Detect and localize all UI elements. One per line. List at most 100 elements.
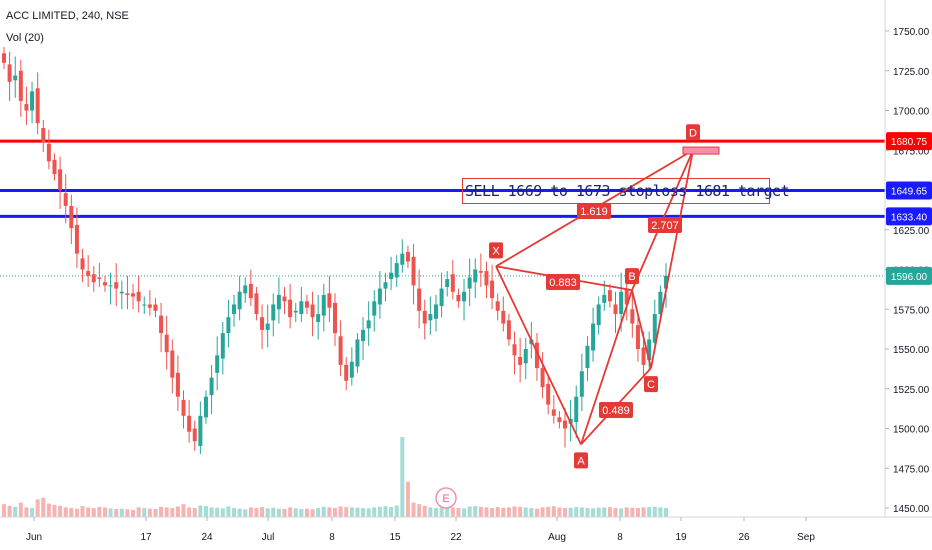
candle-body[interactable] [658,291,663,315]
pattern-leg-bc[interactable] [631,289,652,369]
candle-body[interactable] [7,64,12,82]
candle-body[interactable] [147,304,152,308]
candle-body[interactable] [254,293,259,315]
candle-body[interactable] [613,304,618,315]
trade-annotation[interactable]: SELL 1669 to 1673 stoploss 1681 target [462,178,790,204]
candle-body[interactable] [52,159,57,175]
candle-body[interactable] [316,314,321,322]
volume-indicator-label[interactable]: Vol (20) [6,32,44,44]
candle-body[interactable] [220,333,225,359]
candle-body[interactable] [422,310,427,324]
candle-body[interactable] [439,288,444,307]
reversal-zone-box[interactable] [682,146,720,155]
candle-body[interactable] [198,415,203,446]
candle-body[interactable] [602,294,607,303]
candle-body[interactable] [170,350,175,378]
candle-body[interactable] [585,345,590,369]
candle-body[interactable] [540,368,545,388]
candle-body[interactable] [91,274,96,283]
candle-body[interactable] [596,304,601,326]
candle-body[interactable] [355,339,360,367]
candle-body[interactable] [41,127,46,143]
candle-body[interactable] [361,329,366,342]
candle-body[interactable] [445,279,450,287]
candle-body[interactable] [159,315,164,334]
candle-body[interactable] [641,347,646,365]
candle-body[interactable] [265,323,270,330]
candle-body[interactable] [389,272,394,280]
candle-body[interactable] [299,301,304,315]
candle-body[interactable] [276,294,281,310]
candle-body[interactable] [310,304,315,318]
candle-body[interactable] [383,282,388,289]
pattern-leg-cd[interactable] [650,150,694,369]
candle-body[interactable] [490,280,495,299]
candle-body[interactable] [366,320,371,329]
candle-body[interactable] [164,334,169,353]
candle-body[interactable] [248,283,253,299]
pattern-leg-xa[interactable] [495,265,582,445]
candle-body[interactable] [321,294,326,316]
candle-body[interactable] [534,342,539,369]
candle-body[interactable] [63,193,68,206]
candle-body[interactable] [80,258,85,270]
candle-body[interactable] [131,293,136,297]
candle-body[interactable] [288,299,293,318]
candle-body[interactable] [417,288,422,311]
pattern-leg-ab[interactable] [580,289,633,445]
candle-body[interactable] [495,301,500,311]
candle-body[interactable] [546,383,551,405]
candle-body[interactable] [125,293,130,295]
candle-body[interactable] [24,104,29,111]
candle-body[interactable] [46,143,51,162]
candle-body[interactable] [467,277,472,289]
candle-body[interactable] [108,285,113,287]
candle-body[interactable] [478,271,483,273]
candle-body[interactable] [619,291,624,315]
candle-body[interactable] [428,314,433,321]
candle-body[interactable] [557,417,562,423]
candle-body[interactable] [630,309,635,324]
candle-body[interactable] [175,372,180,397]
candle-body[interactable] [462,291,467,302]
candle-body[interactable] [512,344,517,356]
candle-body[interactable] [18,70,23,101]
candle-body[interactable] [192,428,197,442]
candle-body[interactable] [30,91,35,111]
candle-body[interactable] [523,349,528,364]
candle-body[interactable] [243,285,248,294]
candle-body[interactable] [607,290,612,302]
price-axis[interactable]: 1750.001725.001700.001675.001650.001625.… [884,0,932,517]
harmonic-pattern[interactable]: 0.883 0.489 1.619 2.707 X A B C D [489,124,720,469]
candle-body[interactable] [456,294,461,302]
candle-body[interactable] [405,252,410,262]
candle-body[interactable] [579,371,584,397]
time-axis[interactable]: Jun 17 24 Jul 8 15 22 Aug 8 19 26 Sep [0,516,932,543]
candle-body[interactable] [282,296,287,302]
candle-body[interactable] [86,271,91,276]
candle-body[interactable] [304,301,309,308]
earnings-event-icon[interactable] [435,487,457,509]
candle-body[interactable] [13,75,18,81]
candle-body[interactable] [187,415,192,432]
candle-body[interactable] [349,361,354,378]
candle-body[interactable] [102,282,107,286]
candle-body[interactable] [97,277,102,280]
candle-body[interactable] [215,355,220,373]
candle-body[interactable] [293,310,298,313]
candle-body[interactable] [136,291,141,302]
candle-body[interactable] [664,275,668,289]
candle-body[interactable] [232,304,237,315]
candle-body[interactable] [400,253,405,265]
candle-body[interactable] [35,88,40,124]
candle-body[interactable] [2,53,6,63]
candle-body[interactable] [181,399,186,416]
candle-body[interactable] [624,288,629,305]
candle-body[interactable] [69,205,74,229]
candle-body[interactable] [484,271,489,286]
candle-body[interactable] [551,409,556,416]
candle-body[interactable] [119,291,124,294]
candle-body[interactable] [327,293,332,308]
candle-body[interactable] [433,304,438,319]
